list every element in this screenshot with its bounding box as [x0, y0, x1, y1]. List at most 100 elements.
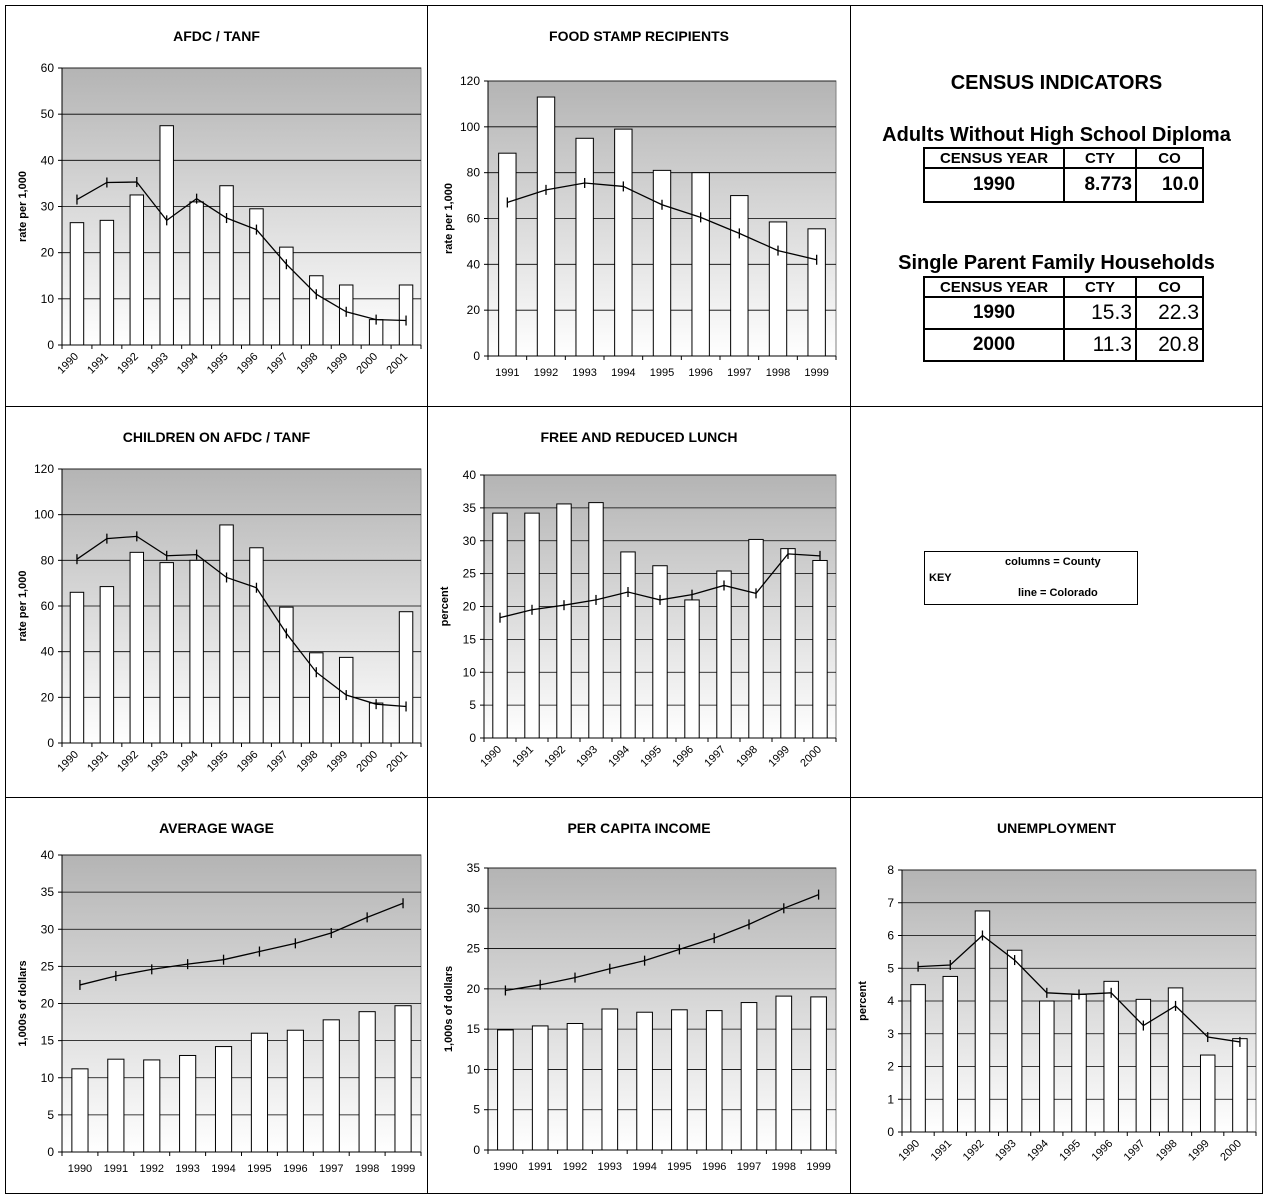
y-tick-label: 35: [41, 885, 55, 899]
y-tick-label: 7: [887, 896, 894, 910]
y-tick-label: 8: [887, 863, 894, 877]
x-tick-label: 1990: [896, 1138, 922, 1164]
y-tick-label: 40: [41, 153, 55, 167]
bar: [730, 195, 749, 357]
x-tick-label: 1992: [115, 749, 141, 775]
bar: [286, 1029, 304, 1153]
bar: [807, 228, 826, 357]
x-tick-label: 1999: [1186, 1138, 1212, 1164]
y-tick-label: 120: [34, 462, 54, 476]
y-tick-label: 5: [473, 1103, 480, 1117]
y-tick-label: 20: [41, 997, 55, 1011]
table-header-row: CENSUS YEAR CTY CO: [923, 147, 1204, 169]
x-tick-label: 1991: [85, 749, 111, 775]
y-tick-label: 10: [41, 292, 55, 306]
x-tick-label: 1990: [493, 1161, 517, 1173]
diploma-table: CENSUS YEAR CTY CO 1990 8.773 10.0: [923, 147, 1204, 203]
y-tick-label: 20: [467, 303, 481, 317]
x-tick-label: 1993: [598, 1161, 622, 1173]
bar: [566, 1023, 584, 1151]
bar: [601, 1008, 619, 1151]
cell-cty: 11.3: [1063, 328, 1137, 362]
y-tick-label: 10: [463, 665, 477, 679]
y-tick-label: 30: [41, 200, 55, 214]
chart-svg: 0 1 2 3 4 5 6 7 8 percent 1990 1991 1992 1993 1994 1995…: [857, 863, 1257, 1164]
cell-cty: 8.773: [1063, 167, 1137, 203]
x-tick-label: 2001: [384, 749, 410, 775]
panel-income: PER CAPITA INCOME 0 5 10 15 20 25 30 35 1,000s o…: [427, 797, 851, 1194]
y-tick-label: 20: [467, 982, 481, 996]
bar: [358, 1011, 376, 1153]
y-tick-label: 6: [887, 929, 894, 943]
y-axis-label: rate per 1,000: [17, 571, 29, 642]
x-tick-label: 1993: [145, 351, 171, 377]
key-columns-text: columns = County: [1005, 556, 1101, 568]
y-tick-label: 0: [47, 338, 54, 352]
x-tick-label: 1992: [534, 367, 558, 379]
table-header-row: CENSUS YEAR CTY CO: [923, 276, 1204, 298]
bar: [219, 185, 234, 346]
header-cty: CTY: [1063, 147, 1137, 169]
bar: [398, 611, 414, 744]
x-tick-label: 1998: [355, 1163, 379, 1175]
single-parent-heading: Single Parent Family Households: [898, 252, 1215, 274]
table-row: 1990 15.3 22.3: [923, 296, 1204, 330]
y-tick-label: 10: [467, 1062, 481, 1076]
x-tick-label: 1993: [574, 744, 600, 770]
bar: [159, 562, 174, 744]
bar: [159, 125, 174, 346]
y-axis-label: rate per 1,000: [443, 183, 455, 254]
bar: [143, 1059, 161, 1153]
y-tick-label: 40: [41, 645, 55, 659]
chart-title: PER CAPITA INCOME: [567, 820, 711, 836]
x-tick-label: 2001: [384, 351, 410, 377]
bar: [69, 222, 85, 346]
bar: [556, 503, 572, 739]
chart-svg: 0 5 10 15 20 25 30 35 1,000s of dollars 1990 1991 1…: [443, 861, 837, 1173]
bar: [189, 201, 204, 346]
y-tick-label: 60: [41, 599, 55, 613]
y-tick-label: 60: [41, 61, 55, 75]
x-tick-label: 1992: [563, 1161, 587, 1173]
x-tick-label: 1994: [606, 744, 632, 770]
x-tick-label: 1993: [145, 749, 171, 775]
x-tick-label: 1998: [295, 749, 321, 775]
bar: [614, 128, 633, 357]
key-label: KEY: [929, 572, 952, 584]
bar: [279, 606, 294, 744]
y-tick-label: 35: [467, 861, 481, 875]
line-series: [505, 893, 819, 992]
y-tick-label: 2: [887, 1060, 894, 1074]
table-row: 1990 8.773 10.0: [923, 167, 1204, 203]
x-tick-label: 1991: [85, 351, 111, 377]
x-tick-label: 1991: [528, 1161, 552, 1173]
y-tick-label: 30: [463, 534, 477, 548]
y-tick-label: 100: [460, 120, 480, 134]
y-tick-label: 0: [469, 731, 476, 745]
x-tick-label: 1994: [611, 367, 635, 379]
x-tick-label: 2000: [1218, 1138, 1244, 1164]
bar: [309, 275, 324, 346]
bar: [338, 656, 354, 744]
x-tick-label: 1996: [235, 749, 261, 775]
bar: [69, 591, 85, 744]
y-axis-label: 1,000s of dollars: [443, 966, 455, 1052]
bar: [652, 565, 668, 739]
x-tick-label: 1995: [1057, 1138, 1083, 1164]
x-tick-label: 1999: [391, 1163, 415, 1175]
x-tick-label: 1997: [702, 744, 728, 770]
x-tick-label: 1991: [929, 1138, 955, 1164]
y-tick-label: 30: [467, 901, 481, 915]
y-tick-label: 25: [41, 959, 55, 973]
cell-co: 22.3: [1135, 296, 1204, 330]
bar: [636, 1011, 653, 1151]
x-tick-label: 1999: [804, 367, 828, 379]
bar: [1071, 993, 1087, 1133]
single-parent-table: CENSUS YEAR CTY CO 1990 15.3 22.3 2000 1…: [923, 276, 1204, 362]
bar: [524, 512, 540, 739]
bar: [214, 1046, 233, 1153]
bar: [942, 975, 959, 1133]
bar: [322, 1019, 340, 1153]
